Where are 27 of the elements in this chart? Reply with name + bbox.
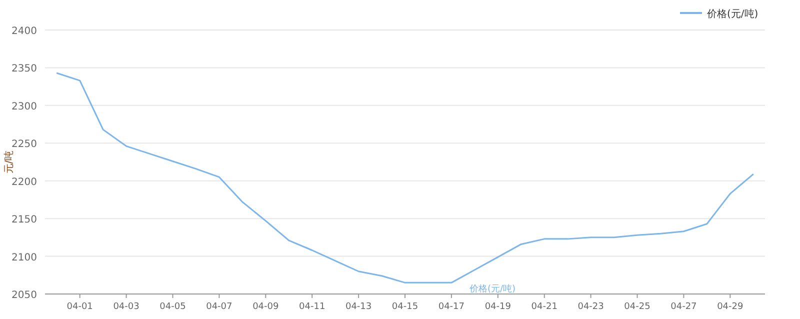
y-axis-title: 元/吨	[3, 150, 15, 174]
y-tick-label: 2100	[12, 252, 37, 264]
y-tick-label: 2050	[12, 290, 37, 301]
x-tick-label: 04-11	[299, 302, 326, 312]
x-tick-label: 04-15	[392, 302, 418, 312]
x-tick-label: 04-27	[670, 302, 697, 312]
y-tick-label: 2200	[12, 176, 37, 188]
y-tick-label: 2150	[12, 214, 37, 226]
x-tick-label: 04-01	[66, 302, 93, 312]
x-tick-label: 04-03	[113, 302, 140, 312]
y-tick-label: 2350	[12, 64, 37, 75]
x-tick-label: 04-25	[624, 302, 650, 312]
x-tick-label: 04-19	[484, 302, 512, 312]
x-tick-label: 04-21	[531, 302, 558, 312]
x-tick-label: 04-29	[717, 302, 744, 312]
x-tick-label: 04-09	[252, 302, 279, 312]
x-tick-label: 04-07	[206, 302, 232, 312]
x-tick-label: 04-13	[345, 302, 372, 312]
line-series	[56, 72, 754, 284]
legend-label: 价格(元/吨)	[706, 8, 758, 20]
y-tick-label: 2300	[12, 101, 37, 112]
x-tick-label: 04-23	[578, 302, 604, 312]
x-tick-label: 04-17	[438, 302, 465, 312]
x-tick-label: 04-05	[160, 302, 186, 312]
y-tick-label: 2400	[12, 26, 37, 37]
text: 价格(元/吨)	[469, 284, 516, 295]
y-tick-label: 2250	[12, 139, 37, 150]
